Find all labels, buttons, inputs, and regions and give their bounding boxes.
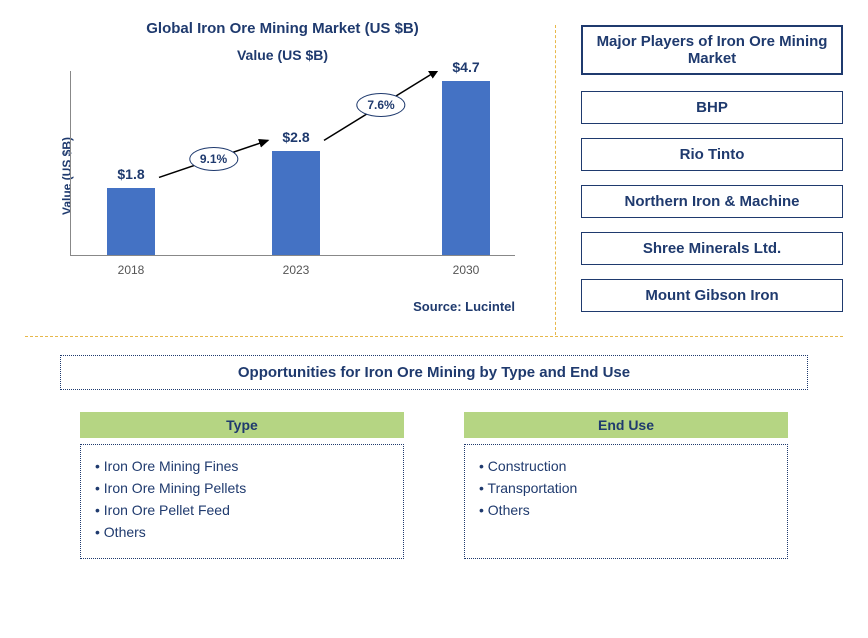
bar-chart: $1.82018$2.82023$4.720309.1%7.6% [70,71,515,256]
player-3: Shree Minerals Ltd. [581,232,843,265]
opp-col-list-1: ConstructionTransportationOthers [464,444,788,559]
x-tick-2023: 2023 [266,263,326,277]
bar-2030 [442,81,490,255]
player-1: Rio Tinto [581,138,843,171]
opp-col-1: End Use ConstructionTransportationOthers [464,412,788,559]
player-4: Mount Gibson Iron [581,279,843,312]
growth-bubble-1: 7.6% [356,93,405,117]
bar-label-2023: $2.8 [256,129,336,145]
player-2: Northern Iron & Machine [581,185,843,218]
opp-item-0-0: Iron Ore Mining Fines [95,455,389,477]
players-title: Major Players of Iron Ore Mining Market [581,25,843,75]
x-tick-2030: 2030 [436,263,496,277]
opportunities-title: Opportunities for Iron Ore Mining by Typ… [60,355,808,390]
players-list: BHP Rio Tinto Northern Iron & Machine Shree… [581,91,843,312]
bar-2018 [107,188,155,255]
opp-item-1-1: Transportation [479,477,773,499]
bar-2023 [272,151,320,255]
bar-label-2018: $1.8 [91,166,171,182]
source-label: Source: Lucintel [20,299,545,314]
top-section: Global Iron Ore Mining Market (US $B) Va… [0,0,868,336]
player-0: BHP [581,91,843,124]
opp-item-0-3: Others [95,521,389,543]
players-panel: Major Players of Iron Ore Mining Market … [556,0,868,336]
chart-title: Global Iron Ore Mining Market (US $B) [20,20,545,37]
opp-col-list-0: Iron Ore Mining FinesIron Ore Mining Pel… [80,444,404,559]
opp-col-0: Type Iron Ore Mining FinesIron Ore Mining… [80,412,404,559]
growth-bubble-0: 9.1% [189,147,238,171]
chart-box: Value (US $B) $1.82018$2.82023$4.720309.… [60,71,545,281]
chart-area: Global Iron Ore Mining Market (US $B) Va… [0,0,555,336]
bottom-section: Opportunities for Iron Ore Mining by Typ… [0,337,868,559]
opp-item-0-1: Iron Ore Mining Pellets [95,477,389,499]
opportunity-columns: Type Iron Ore Mining FinesIron Ore Mining… [40,412,828,559]
opp-item-1-0: Construction [479,455,773,477]
opp-col-header-1: End Use [464,412,788,438]
opp-item-0-2: Iron Ore Pellet Feed [95,499,389,521]
opp-item-1-2: Others [479,499,773,521]
x-tick-2018: 2018 [101,263,161,277]
opp-col-header-0: Type [80,412,404,438]
bar-label-2030: $4.7 [426,59,506,75]
